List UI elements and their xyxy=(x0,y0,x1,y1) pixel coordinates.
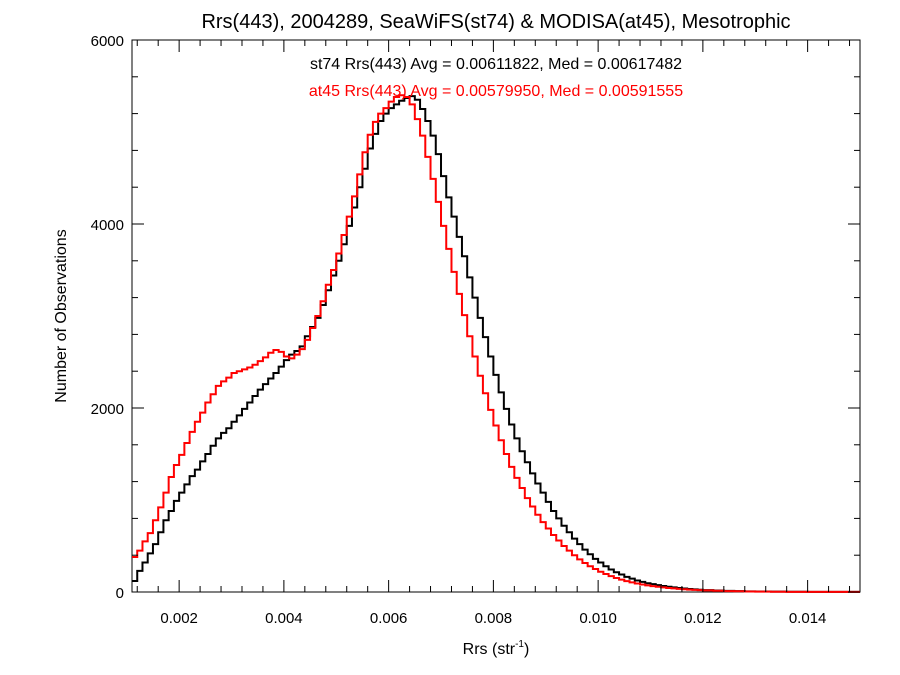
annotation-st74: st74 Rrs(443) Avg = 0.00611822, Med = 0.… xyxy=(310,56,682,73)
y-tick-label: 2000 xyxy=(91,401,124,418)
x-axis-label-sup: -1 xyxy=(515,639,524,650)
x-tick-label: 0.012 xyxy=(684,610,722,627)
x-axis-label: Rrs (str-1) xyxy=(463,639,530,658)
x-tick-label: 0.010 xyxy=(579,610,617,627)
annotation-at45: at45 Rrs(443) Avg = 0.00579950, Med = 0.… xyxy=(309,83,683,100)
x-tick-label: 0.014 xyxy=(789,610,827,627)
x-tick-label: 0.002 xyxy=(160,610,198,627)
y-tick-label: 0 xyxy=(116,585,124,602)
y-tick-label: 6000 xyxy=(91,33,124,50)
x-tick-label: 0.004 xyxy=(265,610,303,627)
chart-title: Rrs(443), 2004289, SeaWiFS(st74) & MODIS… xyxy=(201,11,790,33)
x-axis-label-close: ) xyxy=(524,641,529,658)
series-line-1 xyxy=(132,94,860,593)
y-axis-label: Number of Observations xyxy=(53,229,70,402)
x-tick-label: 0.006 xyxy=(370,610,408,627)
axis-ticks: 0.002 0.004 0.006 0.008 0.010 0.012 0.014 0 2000… xyxy=(91,33,860,627)
x-tick-label: 0.008 xyxy=(475,610,513,627)
series-line-0 xyxy=(132,95,860,593)
x-axis-label-main: Rrs (str xyxy=(463,641,516,658)
y-tick-label: 4000 xyxy=(91,217,124,234)
plot-frame xyxy=(131,39,861,593)
series-layer xyxy=(132,94,860,593)
